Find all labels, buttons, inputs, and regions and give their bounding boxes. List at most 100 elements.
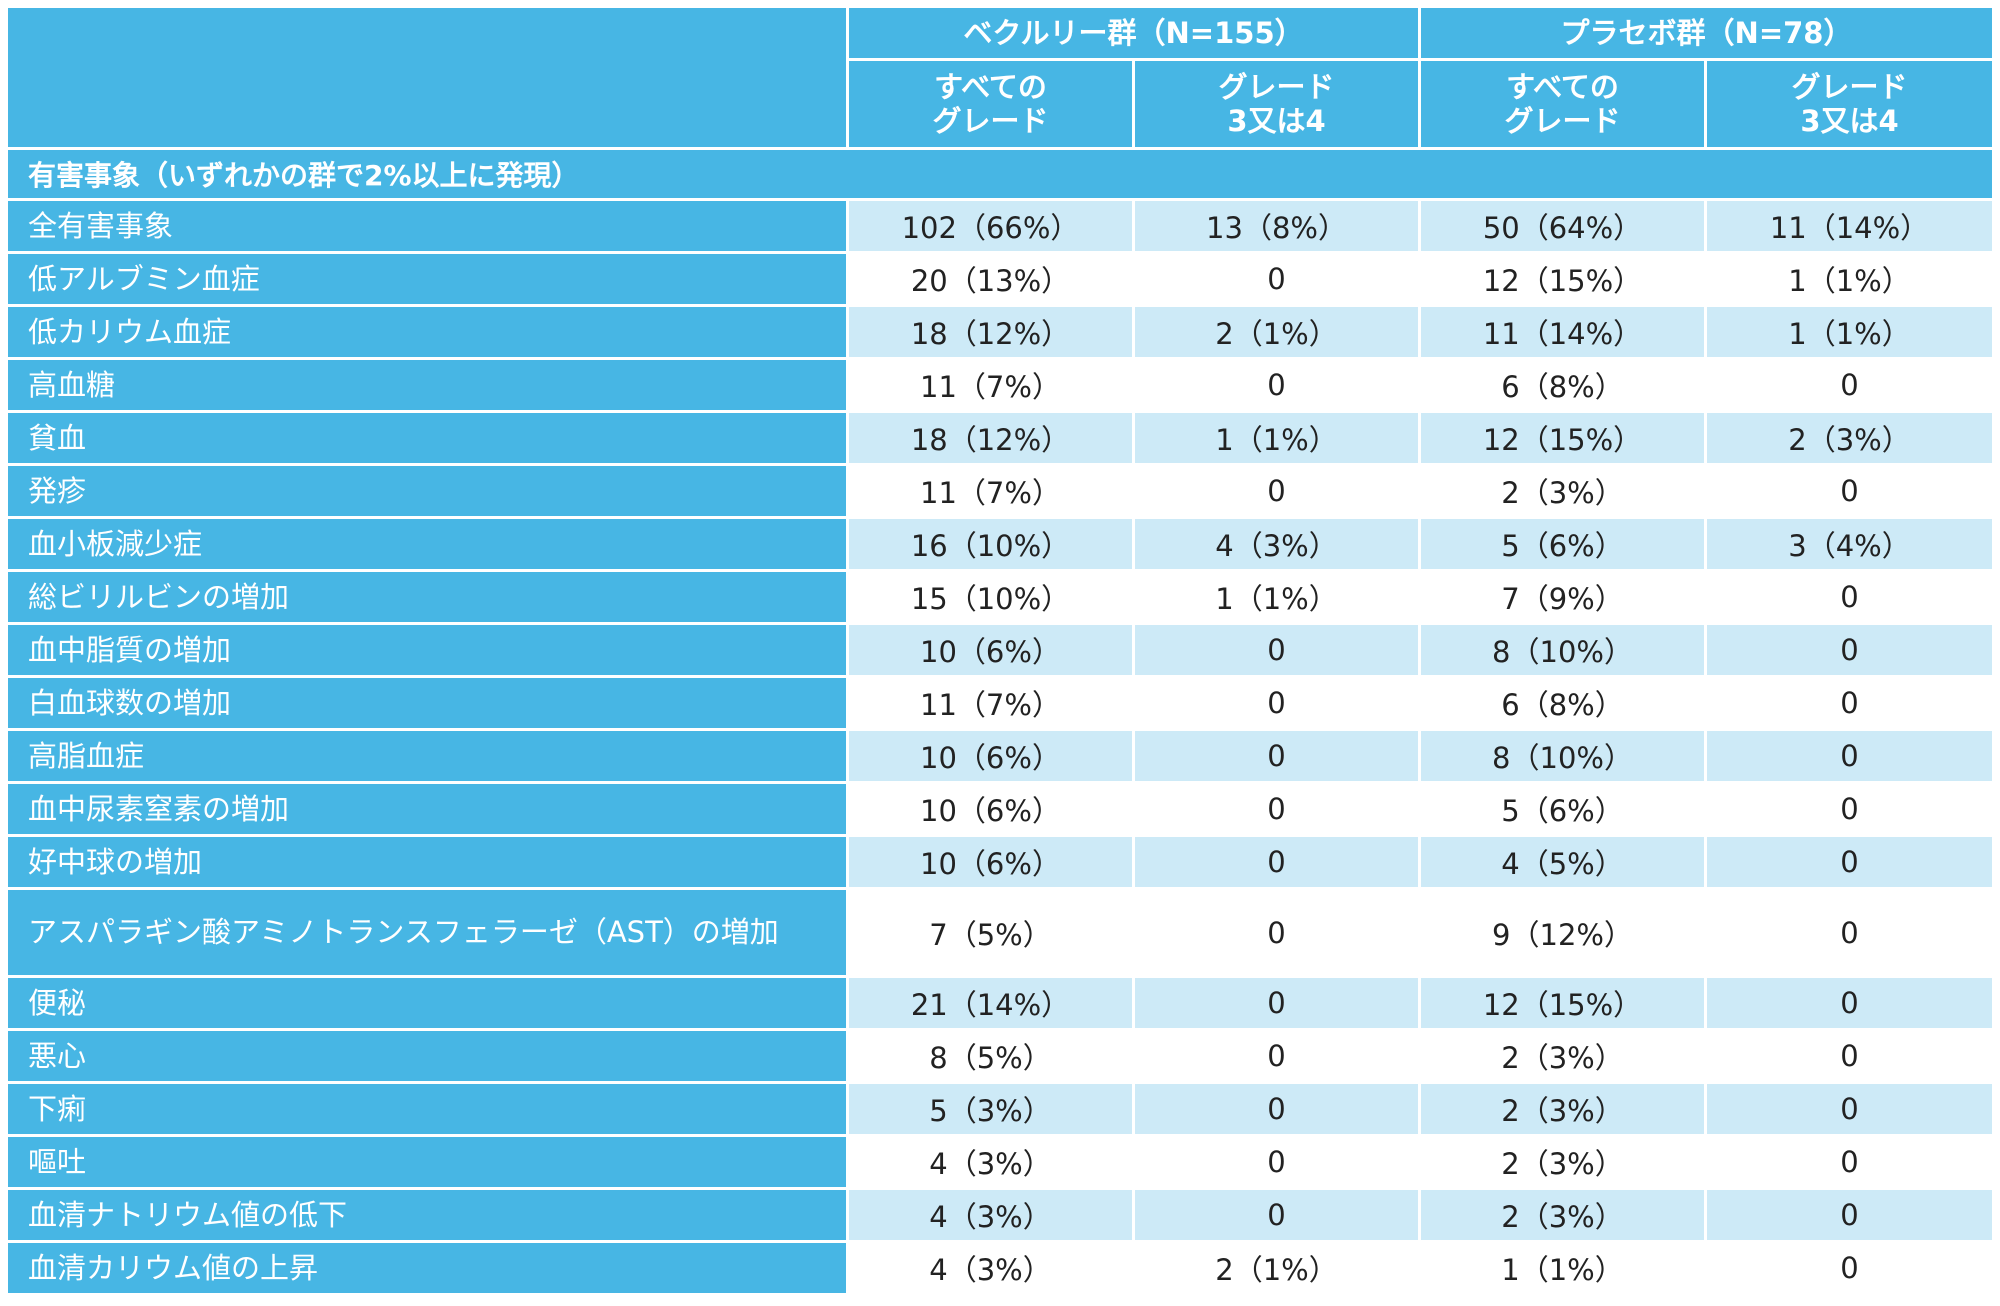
table-cell: 2（3%） xyxy=(1707,413,1993,463)
adverse-event-label: 高血糖 xyxy=(8,360,846,410)
table-cell: 20（13%） xyxy=(849,254,1132,304)
table-cell: 0 xyxy=(1135,466,1419,516)
table-cell: 4（3%） xyxy=(849,1190,1132,1240)
table-cell: 11（7%） xyxy=(849,360,1132,410)
table-row: 血小板減少症 16（10%） 4（3%） 5（6%） 3（4%） xyxy=(8,519,1993,569)
adverse-event-label: 白血球数の増加 xyxy=(8,678,846,728)
table-cell: 2（1%） xyxy=(1135,307,1419,357)
adverse-event-label: 血清カリウム値の上昇 xyxy=(8,1243,846,1293)
adverse-event-label: 低カリウム血症 xyxy=(8,307,846,357)
table-cell: 102（66%） xyxy=(849,201,1132,251)
adverse-event-label: 発疹 xyxy=(8,466,846,516)
adverse-event-label: 貧血 xyxy=(8,413,846,463)
group-header-veklury: ベクルリー群（N=155） xyxy=(849,8,1419,58)
table-cell: 10（6%） xyxy=(849,731,1132,781)
table-cell: 4（3%） xyxy=(849,1243,1132,1293)
table-cell: 0 xyxy=(1707,890,1993,975)
table-cell: 7（5%） xyxy=(849,890,1132,975)
sub-header-row: すべての グレード グレード 3又は4 すべての グレード グレード 3又は4 xyxy=(8,61,1993,147)
table-cell: 15（10%） xyxy=(849,572,1132,622)
table-row: 高脂血症 10（6%） 0 8（10%） 0 xyxy=(8,731,1993,781)
table-cell: 18（12%） xyxy=(849,413,1132,463)
table-cell: 1（1%） xyxy=(1135,572,1419,622)
table-cell: 0 xyxy=(1135,731,1419,781)
table-row: 悪心 8（5%） 0 2（3%） 0 xyxy=(8,1031,1993,1081)
table-cell: 0 xyxy=(1707,1137,1993,1187)
adverse-event-label: 血中脂質の増加 xyxy=(8,625,846,675)
adverse-event-label: 便秘 xyxy=(8,978,846,1028)
adverse-events-table-container: ベクルリー群（N=155） プラセボ群（N=78） すべての グレード グレード… xyxy=(8,8,1993,1298)
table-cell: 2（3%） xyxy=(1421,1084,1705,1134)
table-row: 低カリウム血症 18（12%） 2（1%） 11（14%） 1（1%） xyxy=(8,307,1993,357)
table-cell: 0 xyxy=(1707,1190,1993,1240)
table-cell: 6（8%） xyxy=(1421,678,1705,728)
table-cell: 0 xyxy=(1707,1031,1993,1081)
section-row: 有害事象（いずれかの群で2%以上に発現） xyxy=(8,150,1993,198)
table-cell: 1（1%） xyxy=(1135,413,1419,463)
table-cell: 11（7%） xyxy=(849,466,1132,516)
table-cell: 0 xyxy=(1135,678,1419,728)
table-cell: 1（1%） xyxy=(1421,1243,1705,1293)
table-cell: 0 xyxy=(1135,978,1419,1028)
table-row: 便秘 21（14%） 0 12（15%） 0 xyxy=(8,978,1993,1028)
table-cell: 2（3%） xyxy=(1421,1031,1705,1081)
table-cell: 0 xyxy=(1135,254,1419,304)
table-cell: 12（15%） xyxy=(1421,254,1705,304)
table-cell: 0 xyxy=(1135,890,1419,975)
table-row: 嘔吐 4（3%） 0 2（3%） 0 xyxy=(8,1137,1993,1187)
group-header-row: ベクルリー群（N=155） プラセボ群（N=78） xyxy=(8,8,1993,147)
table-cell: 8（5%） xyxy=(849,1031,1132,1081)
table-row: 総ビリルビンの増加 15（10%） 1（1%） 7（9%） 0 xyxy=(8,572,1993,622)
table-cell: 1（1%） xyxy=(1707,254,1993,304)
adverse-event-label: アスパラギン酸アミノトランスフェラーゼ（AST）の増加 xyxy=(8,890,846,975)
table-cell: 0 xyxy=(1707,837,1993,887)
table-cell: 0 xyxy=(1135,1190,1419,1240)
sub-header-grade-3-4: グレード 3又は4 xyxy=(1707,61,1993,147)
table-row: 下痢 5（3%） 0 2（3%） 0 xyxy=(8,1084,1993,1134)
table-cell: 3（4%） xyxy=(1707,519,1993,569)
table-row: 血中脂質の増加 10（6%） 0 8（10%） 0 xyxy=(8,625,1993,675)
table-cell: 4（3%） xyxy=(849,1137,1132,1187)
group-header-placebo: プラセボ群（N=78） xyxy=(1421,8,1993,58)
table-cell: 8（10%） xyxy=(1421,731,1705,781)
sub-header-all-grades: すべての グレード xyxy=(849,61,1132,147)
table-cell: 9（12%） xyxy=(1421,890,1705,975)
table-cell: 0 xyxy=(1135,360,1419,410)
adverse-event-label: 高脂血症 xyxy=(8,731,846,781)
table-cell: 0 xyxy=(1707,978,1993,1028)
table-cell: 2（3%） xyxy=(1421,466,1705,516)
table-cell: 4（5%） xyxy=(1421,837,1705,887)
table-cell: 2（3%） xyxy=(1421,1190,1705,1240)
table-cell: 12（15%） xyxy=(1421,413,1705,463)
table-cell: 6（8%） xyxy=(1421,360,1705,410)
adverse-event-label: 悪心 xyxy=(8,1031,846,1081)
table-row: 全有害事象 102（66%） 13（8%） 50（64%） 11（14%） xyxy=(8,201,1993,251)
table-cell: 0 xyxy=(1135,784,1419,834)
table-row: 発疹 11（7%） 0 2（3%） 0 xyxy=(8,466,1993,516)
table-cell: 21（14%） xyxy=(849,978,1132,1028)
table-cell: 0 xyxy=(1707,360,1993,410)
table-cell: 18（12%） xyxy=(849,307,1132,357)
sub-header-grade-3-4: グレード 3又は4 xyxy=(1135,61,1419,147)
table-cell: 5（6%） xyxy=(1421,784,1705,834)
adverse-event-label: 好中球の増加 xyxy=(8,837,846,887)
sub-header-all-grades: すべての グレード xyxy=(1421,61,1705,147)
table-cell: 8（10%） xyxy=(1421,625,1705,675)
table-cell: 12（15%） xyxy=(1421,978,1705,1028)
section-label: 有害事象（いずれかの群で2%以上に発現） xyxy=(8,150,1993,198)
table-cell: 11（7%） xyxy=(849,678,1132,728)
table-cell: 2（1%） xyxy=(1135,1243,1419,1293)
table-cell: 1（1%） xyxy=(1707,307,1993,357)
table-row: 貧血 18（12%） 1（1%） 12（15%） 2（3%） xyxy=(8,413,1993,463)
table-cell: 5（3%） xyxy=(849,1084,1132,1134)
adverse-event-label: 血清ナトリウム値の低下 xyxy=(8,1190,846,1240)
table-cell: 13（8%） xyxy=(1135,201,1419,251)
table-cell: 0 xyxy=(1707,625,1993,675)
table-cell: 2（3%） xyxy=(1421,1137,1705,1187)
table-cell: 5（6%） xyxy=(1421,519,1705,569)
table-cell: 0 xyxy=(1135,1137,1419,1187)
table-cell: 11（14%） xyxy=(1707,201,1993,251)
adverse-event-label: 血中尿素窒素の増加 xyxy=(8,784,846,834)
adverse-event-label: 低アルブミン血症 xyxy=(8,254,846,304)
table-cell: 7（9%） xyxy=(1421,572,1705,622)
